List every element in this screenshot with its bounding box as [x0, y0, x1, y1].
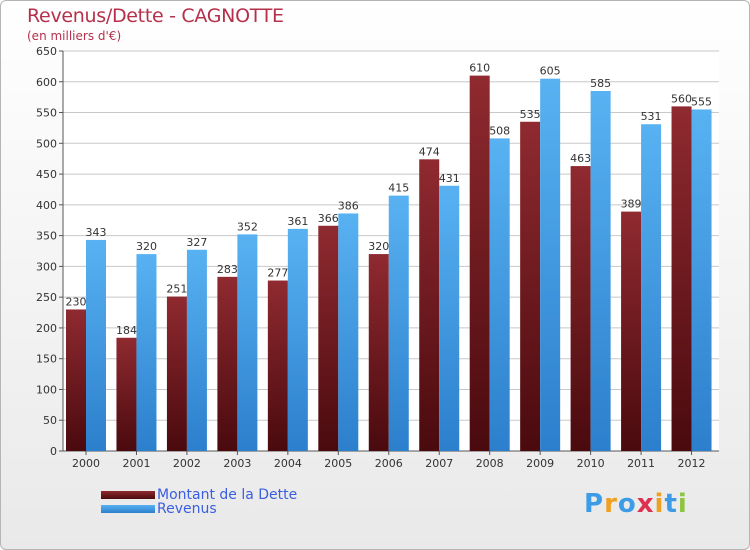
bar-revenus-2010: [590, 91, 611, 451]
data-label-revenus-2009: 605: [540, 65, 561, 78]
bar-revenus-2009: [540, 78, 561, 451]
x-tick-label: 2004: [274, 457, 302, 470]
x-tick-label: 2001: [122, 457, 150, 470]
proxiti-logo: Proxiti: [584, 489, 688, 519]
data-label-dette-2004: 277: [267, 267, 288, 280]
bar-revenus-2005: [338, 213, 359, 451]
data-label-revenus-2012: 555: [691, 95, 712, 108]
legend-label-revenus: Revenus: [157, 501, 217, 517]
data-label-revenus-2007: 431: [439, 172, 460, 185]
bar-revenus-2008: [489, 138, 510, 451]
data-label-dette-2010: 463: [570, 152, 591, 165]
logo-letter: i: [654, 489, 665, 519]
x-tick-label: 2005: [324, 457, 352, 470]
logo-letter: t: [664, 489, 678, 519]
bar-dette-2001: [116, 337, 137, 451]
x-tick-label: 2008: [476, 457, 504, 470]
data-label-revenus-2004: 361: [287, 215, 308, 228]
y-tick-label: 350: [36, 230, 57, 243]
x-tick-label: 2003: [223, 457, 251, 470]
bar-dette-2011: [621, 211, 642, 451]
y-tick-label: 300: [36, 260, 57, 273]
bar-revenus-2007: [439, 185, 460, 451]
x-tick-label: 2009: [526, 457, 554, 470]
y-tick-label: 50: [43, 414, 57, 427]
y-tick-label: 450: [36, 168, 57, 181]
legend-item-revenus: Revenus: [101, 501, 297, 517]
data-label-revenus-2008: 508: [489, 124, 510, 137]
y-tick-label: 0: [50, 445, 57, 458]
y-tick-label: 550: [36, 107, 57, 120]
y-tick-label: 650: [36, 45, 57, 58]
bar-dette-2004: [267, 280, 288, 451]
bar-revenus-2006: [388, 195, 409, 451]
y-tick-label: 400: [36, 199, 57, 212]
legend-item-dette: Montant de la Dette: [101, 487, 298, 503]
chart-subtitle: (en milliers d'€): [27, 29, 122, 43]
data-label-revenus-2010: 585: [590, 77, 611, 90]
data-label-revenus-2003: 352: [237, 220, 258, 233]
logo-letter: x: [636, 489, 655, 519]
bar-dette-2012: [671, 106, 692, 451]
data-label-dette-2011: 389: [621, 198, 642, 211]
x-tick-label: 2010: [577, 457, 605, 470]
data-label-dette-2005: 366: [318, 212, 339, 225]
logo-letter: r: [604, 489, 618, 519]
bar-revenus-2002: [186, 249, 207, 451]
data-label-revenus-2005: 386: [338, 199, 359, 212]
x-tick-label: 2011: [627, 457, 655, 470]
bar-revenus-2003: [237, 234, 258, 451]
chart-legend: Montant de la Dette Revenus: [101, 487, 298, 517]
chart-title: Revenus/Dette - CAGNOTTE: [27, 5, 284, 27]
bar-dette-2010: [570, 166, 591, 452]
x-tick-label: 2000: [72, 457, 100, 470]
logo-letter: P: [584, 489, 605, 519]
y-tick-label: 250: [36, 291, 57, 304]
data-label-dette-2000: 230: [66, 295, 87, 308]
data-label-dette-2009: 535: [520, 108, 541, 121]
bar-dette-2000: [66, 309, 86, 451]
data-label-dette-2012: 560: [671, 92, 692, 105]
data-label-revenus-2011: 531: [641, 110, 662, 123]
data-label-revenus-2000: 343: [86, 226, 107, 239]
logo-letter: o: [617, 489, 637, 519]
legend-swatch-revenus: [101, 505, 155, 513]
data-label-dette-2002: 251: [166, 283, 187, 296]
data-label-dette-2006: 320: [368, 240, 389, 253]
bar-revenus-2001: [136, 254, 157, 451]
y-tick-label: 200: [36, 322, 57, 335]
bar-dette-2007: [419, 159, 440, 452]
x-tick-label: 2012: [678, 457, 706, 470]
bar-revenus-2011: [641, 124, 662, 451]
bar-dette-2008: [469, 75, 490, 451]
bar-revenus-2012: [691, 109, 712, 451]
y-tick-label: 600: [36, 76, 57, 89]
data-label-revenus-2006: 415: [388, 182, 409, 195]
bar-dette-2009: [520, 121, 541, 452]
bar-dette-2002: [166, 296, 187, 451]
bar-dette-2003: [217, 276, 238, 451]
y-tick-label: 100: [36, 383, 57, 396]
legend-swatch-dette: [101, 491, 155, 499]
data-label-revenus-2002: 327: [186, 236, 207, 249]
x-tick-label: 2002: [173, 457, 201, 470]
data-label-dette-2008: 610: [469, 62, 490, 75]
data-label-dette-2001: 184: [116, 324, 137, 337]
y-tick-label: 150: [36, 353, 57, 366]
legend-label-dette: Montant de la Dette: [157, 487, 298, 503]
data-label-dette-2007: 474: [419, 145, 440, 158]
x-tick-label: 2006: [375, 457, 403, 470]
y-tick-label: 500: [36, 137, 57, 150]
data-label-revenus-2001: 320: [136, 240, 157, 253]
data-label-dette-2003: 283: [217, 263, 238, 276]
bar-revenus-2000: [86, 239, 106, 451]
bar-dette-2005: [318, 225, 339, 451]
bar-dette-2006: [368, 254, 389, 451]
bar-revenus-2004: [287, 228, 308, 451]
logo-letter: i: [677, 489, 688, 519]
x-tick-label: 2007: [425, 457, 453, 470]
